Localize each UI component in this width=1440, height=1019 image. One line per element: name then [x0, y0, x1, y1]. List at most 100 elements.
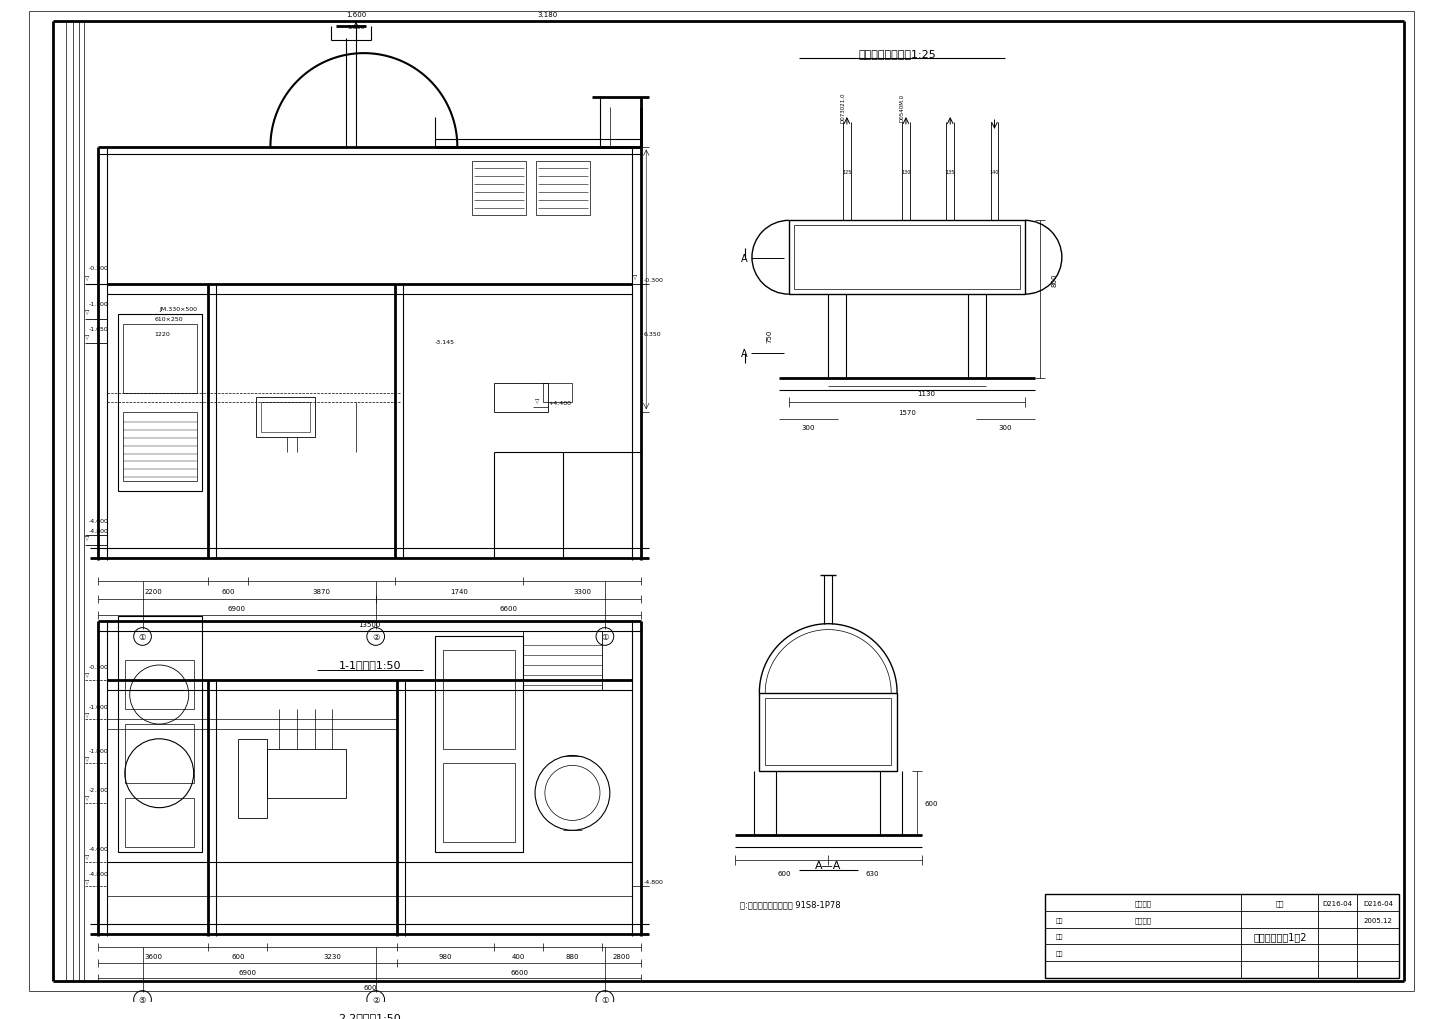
- Text: 13500: 13500: [359, 622, 382, 627]
- Bar: [435, 636, 523, 852]
- Text: 610×250: 610×250: [154, 317, 183, 322]
- Text: 6600: 6600: [510, 969, 528, 975]
- Bar: [472, 162, 526, 216]
- Bar: [765, 699, 891, 765]
- Text: ▽: ▽: [85, 673, 89, 678]
- Text: -0.300: -0.300: [644, 277, 664, 282]
- Text: 880: 880: [566, 954, 579, 959]
- Text: 750: 750: [766, 329, 772, 342]
- Bar: [256, 398, 315, 437]
- Bar: [118, 315, 202, 491]
- Text: 1220: 1220: [154, 331, 170, 336]
- Text: ▽: ▽: [534, 398, 539, 404]
- Text: A—A: A—A: [815, 860, 841, 870]
- Text: ▽: ▽: [85, 796, 89, 801]
- Text: -3.145: -3.145: [435, 339, 455, 344]
- Text: 1-1剔面图1:50: 1-1剔面图1:50: [338, 659, 400, 669]
- Bar: [122, 324, 197, 393]
- Text: 980: 980: [439, 954, 452, 959]
- Text: 600: 600: [222, 589, 235, 595]
- Text: -0.300: -0.300: [88, 664, 108, 669]
- Text: D073021.0: D073021.0: [841, 93, 845, 123]
- Text: 3870: 3870: [312, 589, 331, 595]
- Bar: [118, 616, 202, 852]
- Text: ▽: ▽: [85, 712, 89, 717]
- Text: 工程名称: 工程名称: [1135, 900, 1152, 907]
- Text: -1.650: -1.650: [88, 327, 108, 332]
- Text: 300: 300: [802, 425, 815, 430]
- Text: -1.100: -1.100: [88, 303, 108, 307]
- Text: 分集水器安装详图1:25: 分集水器安装详图1:25: [858, 49, 936, 59]
- Text: 600: 600: [778, 870, 791, 875]
- Text: 6600: 6600: [500, 605, 517, 611]
- Text: 1740: 1740: [451, 589, 468, 595]
- Text: ①: ①: [600, 995, 609, 1004]
- Text: 600: 600: [924, 800, 939, 806]
- Text: 图号: 图号: [1276, 900, 1284, 907]
- Text: -4.800: -4.800: [88, 871, 108, 876]
- Text: ▽: ▽: [85, 334, 89, 339]
- Text: 校对: 校对: [1056, 933, 1063, 940]
- Text: -2.300: -2.300: [88, 788, 108, 793]
- Text: 140: 140: [989, 169, 999, 174]
- Text: D216-04: D216-04: [1364, 900, 1392, 906]
- Text: JM.330×500: JM.330×500: [160, 307, 197, 312]
- Text: 建设单位: 建设单位: [1135, 917, 1152, 923]
- Text: 6900: 6900: [228, 605, 246, 611]
- Text: 注:分、集水器参见图集 91S8-1P78: 注:分、集水器参见图集 91S8-1P78: [740, 900, 841, 909]
- Text: A: A: [742, 348, 747, 359]
- Text: ▽: ▽: [85, 756, 89, 761]
- Bar: [543, 383, 573, 403]
- Text: 审核: 审核: [1056, 951, 1063, 956]
- Text: 130: 130: [901, 169, 910, 174]
- Text: A: A: [742, 254, 747, 264]
- Text: -4.600: -4.600: [88, 519, 108, 524]
- Text: ▽: ▽: [85, 855, 89, 859]
- Text: 锅炉房剔面图1－2: 锅炉房剔面图1－2: [1253, 931, 1306, 942]
- Text: -4.600: -4.600: [88, 847, 108, 852]
- Text: ①: ①: [600, 633, 609, 641]
- Text: 3300: 3300: [573, 589, 592, 595]
- Text: 整理: 整理: [1056, 917, 1063, 922]
- Bar: [536, 162, 590, 216]
- Bar: [125, 660, 194, 709]
- Bar: [442, 650, 516, 749]
- Bar: [442, 763, 516, 843]
- Text: ▽: ▽: [85, 879, 89, 884]
- Text: ②: ②: [372, 995, 379, 1004]
- Text: 600: 600: [232, 954, 245, 959]
- Bar: [261, 403, 310, 432]
- Text: 630: 630: [865, 870, 880, 875]
- Text: 2200: 2200: [144, 589, 163, 595]
- Text: ①: ①: [138, 633, 147, 641]
- Text: 3230: 3230: [324, 954, 341, 959]
- Text: 125: 125: [842, 169, 851, 174]
- Text: 3.180: 3.180: [537, 12, 557, 17]
- Bar: [125, 725, 194, 784]
- Text: -1.000: -1.000: [88, 704, 108, 709]
- Bar: [759, 693, 897, 771]
- Text: 1570: 1570: [899, 410, 916, 416]
- Text: 6900: 6900: [239, 969, 256, 975]
- Text: ▽: ▽: [85, 275, 89, 280]
- Text: 2-2剔面图1:50: 2-2剔面图1:50: [338, 1012, 402, 1019]
- Bar: [1044, 895, 1398, 978]
- Text: D0540M.0: D0540M.0: [900, 94, 904, 122]
- Text: 1130: 1130: [917, 390, 936, 396]
- Text: 2005.12: 2005.12: [1364, 917, 1392, 923]
- Bar: [793, 226, 1020, 290]
- Text: ▽: ▽: [634, 275, 638, 279]
- Text: ②: ②: [372, 633, 379, 641]
- Text: -4.800: -4.800: [88, 528, 108, 533]
- Text: -4.800: -4.800: [644, 879, 664, 884]
- Bar: [268, 749, 346, 798]
- Bar: [125, 798, 194, 847]
- Text: 800: 800: [1051, 273, 1057, 286]
- Text: 400: 400: [511, 954, 526, 959]
- Bar: [494, 383, 547, 413]
- Text: ⑤: ⑤: [138, 995, 147, 1004]
- Bar: [789, 221, 1025, 294]
- Text: 300: 300: [998, 425, 1012, 430]
- Text: 135: 135: [946, 169, 955, 174]
- Bar: [523, 631, 602, 690]
